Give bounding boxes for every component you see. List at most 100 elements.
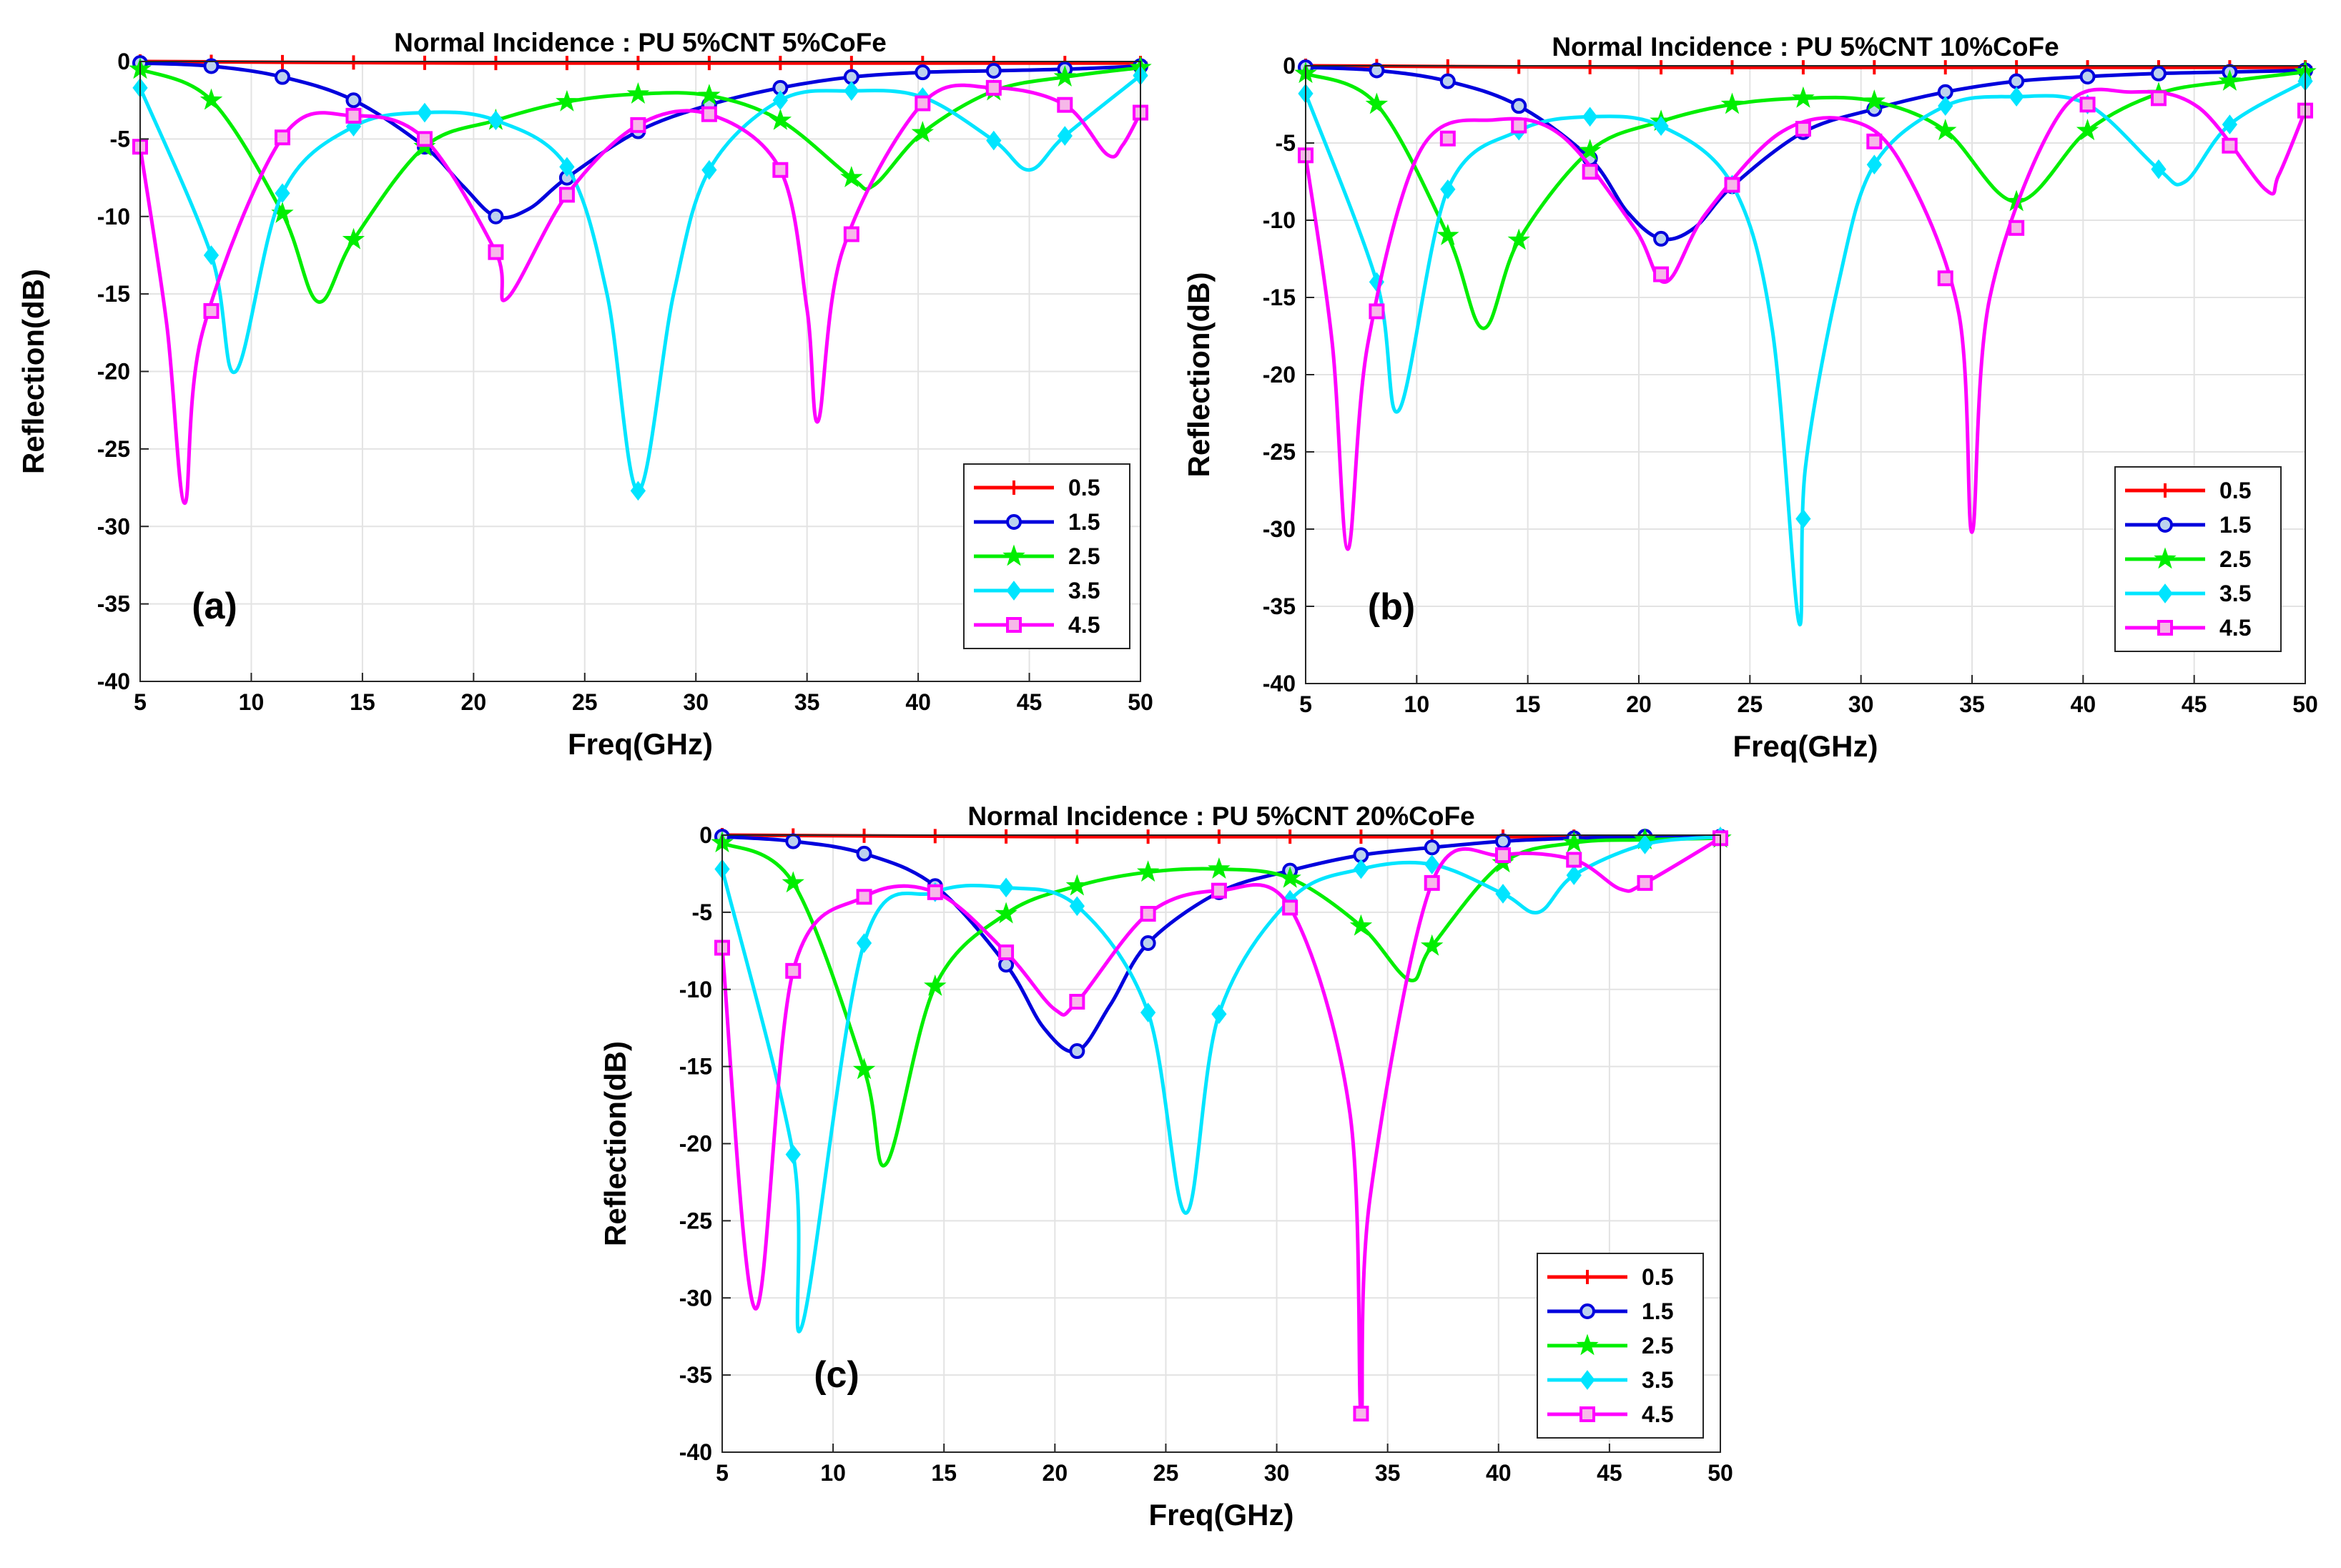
legend-label: 4.5: [1642, 1401, 1673, 1427]
x-tick-label: 20: [1043, 1460, 1068, 1486]
series-marker-0.5: [1354, 829, 1369, 844]
legend-item-0.5: 0.5: [974, 475, 1100, 501]
series-marker-4.5: [488, 244, 504, 260]
x-tick-label: 30: [1848, 691, 1874, 717]
y-tick-label: -5: [1276, 130, 1296, 156]
series-marker-1.5: [1424, 839, 1440, 856]
x-tick-label: 35: [1959, 691, 1985, 717]
series-marker-3.5: [1653, 116, 1669, 137]
y-tick-label: -25: [97, 436, 130, 462]
x-tick-label: 15: [931, 1460, 957, 1486]
y-tick-label: -40: [679, 1439, 712, 1465]
chart-b: 5 10 15 20 25 30 35 40 45 50 0 -5 -10 -15 -20 -25 -30 -35…: [1182, 32, 2318, 763]
legend-marker: [1006, 514, 1022, 530]
series-marker-2.5: [1436, 224, 1459, 245]
y-tick-label: -35: [679, 1362, 712, 1388]
series-marker-1.5: [2150, 65, 2167, 82]
series-marker-4.5: [1353, 1406, 1369, 1422]
series-marker-4.5: [1069, 994, 1085, 1010]
x-tick-label: 20: [1626, 691, 1652, 717]
y-tick-label: -30: [97, 513, 130, 539]
series-marker-2.5: [1792, 86, 1815, 108]
x-tick-label: 45: [2182, 691, 2207, 717]
y-tick-label: -15: [679, 1054, 712, 1080]
panel-label: (c): [814, 1354, 859, 1396]
series-marker-1.5: [203, 58, 220, 74]
series-marker-4.5: [1424, 874, 1440, 891]
series-3.5: [132, 65, 1148, 501]
series-marker-2.5: [1507, 228, 1530, 250]
series-marker-1.5: [856, 845, 872, 862]
series-marker-2.5: [1278, 866, 1301, 888]
series-line-2.5: [140, 66, 1140, 304]
series-marker-0.5: [1938, 60, 1953, 75]
series-marker-1.5: [2009, 73, 2025, 89]
y-tick-label: -30: [679, 1285, 712, 1311]
legend-marker: [1006, 617, 1022, 633]
series-marker-1.5: [1494, 833, 1511, 849]
series-marker-0.5: [417, 55, 432, 70]
series-marker-0.5: [844, 56, 859, 71]
x-tick-label: 40: [2071, 691, 2096, 717]
series-marker-2.5: [1863, 89, 1886, 112]
y-tick-label: -40: [1263, 671, 1296, 696]
series-marker-4.5: [416, 131, 433, 147]
legend-label: 0.5: [2219, 478, 2251, 503]
series-marker-2.5: [995, 902, 1017, 924]
series-marker-3.5: [772, 90, 788, 111]
legend-item-2.5: 2.5: [974, 543, 1100, 569]
legend: 0.5 1.5 2.5 3.5 4.5: [1537, 1253, 1704, 1439]
series-marker-0.5: [559, 56, 574, 71]
series-marker-4.5: [998, 944, 1015, 960]
legend-item-2.5: 2.5: [1547, 1333, 1673, 1359]
series-marker-4.5: [1057, 97, 1073, 113]
x-tick-label: 15: [350, 689, 375, 715]
series-marker-0.5: [346, 55, 361, 70]
series-marker-0.5: [1582, 59, 1597, 74]
series-marker-3.5: [1866, 154, 1882, 175]
chart-a: 5 10 15 20 25 30 35 40 45 50 0 -5 -10 -15 -20 -25 -30 -35…: [16, 28, 1153, 761]
series-marker-3.5: [1938, 96, 1953, 116]
series-marker-4.5: [1724, 177, 1740, 193]
x-tick-label: 40: [1486, 1460, 1512, 1486]
series-marker-4.5: [985, 79, 1002, 96]
legend-label: 3.5: [1068, 578, 1100, 603]
y-axis-label: Reflection(dB): [598, 1041, 632, 1246]
series-marker-4.5: [2222, 137, 2238, 154]
series-marker-4.5: [1566, 852, 1582, 868]
x-tick-label: 50: [1128, 689, 1153, 715]
series-line-4.5: [722, 837, 1720, 1417]
legend-item-4.5: 4.5: [974, 612, 1100, 638]
legend-label: 3.5: [1642, 1367, 1673, 1393]
series-marker-4.5: [785, 962, 802, 979]
series-marker-1.5: [274, 69, 290, 85]
legend-marker: [2158, 483, 2172, 498]
series-marker-4.5: [203, 302, 220, 319]
series-marker-3.5: [2222, 114, 2238, 134]
series-marker-2.5: [924, 974, 947, 996]
series-marker-2.5: [1420, 934, 1444, 956]
series-marker-1.5: [1369, 62, 1385, 79]
series-4.5: [1298, 87, 2313, 551]
series-marker-1.5: [345, 92, 362, 109]
series-line-3.5: [722, 834, 1720, 1333]
series-marker-4.5: [1937, 270, 1953, 287]
series-marker-0.5: [1867, 60, 1882, 75]
series-marker-2.5: [911, 121, 935, 143]
series-marker-2.5: [1578, 139, 1602, 161]
series-marker-1.5: [1069, 1043, 1085, 1060]
legend-label: 1.5: [1642, 1298, 1673, 1324]
series-marker-4.5: [2079, 97, 2096, 113]
series-marker-4.5: [1866, 133, 1883, 149]
series-marker-4.5: [927, 884, 943, 900]
y-tick-label: 0: [117, 49, 130, 74]
legend-label: 4.5: [1068, 612, 1100, 638]
legend: 0.5 1.5 2.5 3.5 4.5: [2114, 466, 2282, 652]
x-tick-label: 30: [1264, 1460, 1290, 1486]
x-axis-label: Freq(GHz): [568, 727, 713, 761]
series-marker-4.5: [915, 95, 931, 112]
x-tick-label: 45: [1017, 689, 1043, 715]
series-marker-3.5: [986, 130, 1002, 151]
legend-item-1.5: 1.5: [2125, 512, 2251, 538]
x-tick-label: 10: [239, 689, 265, 715]
